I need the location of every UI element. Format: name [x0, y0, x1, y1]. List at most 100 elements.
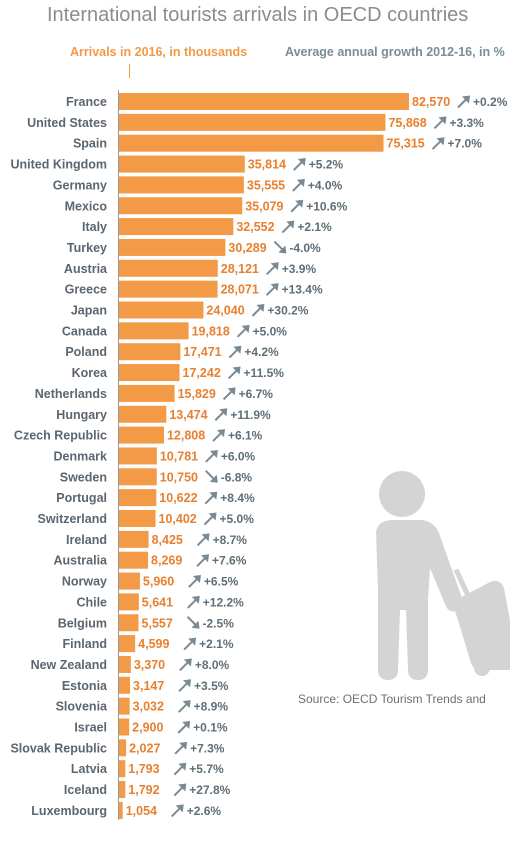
growth-up-arrow-icon — [290, 199, 304, 213]
arrivals-bar — [119, 655, 131, 673]
arrivals-bar — [119, 530, 149, 548]
growth-up-arrow-icon — [205, 449, 218, 463]
value-label: 4,599 — [138, 637, 169, 651]
arrivals-bar — [119, 301, 204, 319]
category-label: Estonia — [62, 679, 108, 693]
category-label: Japan — [71, 304, 107, 318]
category-label: Latvia — [71, 762, 108, 776]
value-label: 8,425 — [152, 533, 183, 547]
arrivals-bar — [119, 676, 131, 694]
growth-up-arrow-icon — [265, 283, 279, 296]
value-label: 1,793 — [128, 762, 159, 776]
growth-label: +10.6% — [306, 199, 347, 213]
value-label: 2,900 — [132, 721, 163, 735]
value-label: 35,555 — [247, 178, 285, 192]
category-label: Norway — [62, 575, 107, 589]
growth-label: +4.2% — [244, 345, 279, 359]
growth-up-arrow-icon — [179, 658, 192, 672]
value-label: 28,121 — [221, 262, 259, 276]
value-label: 13,474 — [169, 408, 207, 422]
growth-label: -4.0% — [289, 241, 321, 255]
growth-label: +2.1% — [297, 220, 332, 234]
growth-header: Average annual growth 2012-16, in % — [285, 45, 505, 59]
growth-label: +7.6% — [212, 554, 247, 568]
growth-up-arrow-icon — [212, 429, 225, 442]
category-label: Luxembourg — [31, 804, 107, 818]
value-label: 10,750 — [160, 470, 198, 484]
value-label: 35,079 — [245, 199, 283, 213]
category-label: Austria — [64, 262, 108, 276]
growth-up-arrow-icon — [196, 533, 210, 547]
value-label: 82,570 — [412, 95, 450, 109]
category-label: Israel — [74, 721, 107, 735]
category-label: Denmark — [54, 449, 108, 463]
growth-down-arrow-icon — [186, 616, 200, 629]
arrivals-bar — [119, 322, 189, 340]
value-label: 28,071 — [221, 283, 259, 297]
arrivals-bar — [119, 134, 384, 152]
category-label: France — [66, 95, 107, 109]
growth-label: +4.0% — [308, 178, 343, 192]
value-label: 15,829 — [178, 387, 216, 401]
arrivals-bar — [119, 364, 180, 382]
growth-label: +6.7% — [239, 387, 274, 401]
value-label: 75,868 — [388, 116, 426, 130]
category-label: Mexico — [65, 199, 108, 213]
arrivals-bar — [119, 801, 123, 819]
growth-label: +12.2% — [203, 595, 244, 609]
value-label: 3,147 — [133, 679, 164, 693]
growth-label: +8.7% — [213, 533, 248, 547]
growth-label: +7.3% — [190, 741, 225, 755]
arrivals-bar — [119, 551, 149, 569]
growth-label: -2.5% — [203, 616, 235, 630]
growth-up-arrow-icon — [227, 366, 241, 380]
growth-up-arrow-icon — [188, 575, 201, 588]
arrivals-bar — [119, 760, 126, 778]
growth-label: +0.1% — [193, 721, 228, 735]
category-label: Korea — [72, 366, 108, 380]
growth-label: +13.4% — [282, 283, 323, 297]
growth-label: +8.4% — [220, 491, 255, 505]
chart-title: International tourists arrivals in OECD … — [47, 4, 469, 26]
growth-up-arrow-icon — [173, 783, 187, 797]
growth-up-arrow-icon — [266, 262, 279, 276]
growth-up-arrow-icon — [196, 554, 210, 567]
category-label: Chile — [76, 595, 107, 609]
traveler-silhouette-icon — [376, 471, 510, 680]
growth-up-arrow-icon — [204, 491, 218, 505]
growth-up-arrow-icon — [281, 220, 295, 234]
growth-up-arrow-icon — [431, 137, 445, 150]
category-label: Finland — [63, 637, 107, 651]
growth-label: +11.5% — [244, 366, 285, 380]
category-label: Belgium — [58, 616, 107, 630]
category-label: Iceland — [64, 783, 107, 797]
growth-up-arrow-icon — [174, 741, 188, 755]
arrivals-bar — [119, 614, 139, 632]
growth-up-arrow-icon — [251, 304, 265, 317]
growth-label: +11.9% — [230, 408, 271, 422]
arrivals-bar — [119, 343, 181, 361]
value-label: 1,054 — [126, 804, 157, 818]
growth-label: +2.6% — [187, 804, 222, 818]
growth-label: +27.8% — [189, 783, 230, 797]
growth-up-arrow-icon — [170, 804, 184, 818]
arrivals-bar — [119, 259, 218, 277]
arrivals-bar — [119, 697, 130, 715]
growth-label: +6.1% — [228, 429, 263, 443]
category-label: New Zealand — [31, 658, 107, 672]
arrivals-header: Arrivals in 2016, in thousands — [70, 45, 248, 59]
category-label: Turkey — [67, 241, 107, 255]
growth-up-arrow-icon — [173, 762, 187, 776]
category-label: Ireland — [66, 533, 107, 547]
value-label: 32,552 — [236, 220, 274, 234]
arrivals-bar — [119, 718, 130, 736]
value-label: 10,402 — [159, 512, 197, 526]
value-label: 24,040 — [206, 304, 244, 318]
value-label: 8,269 — [151, 554, 182, 568]
arrivals-bar — [119, 93, 409, 110]
growth-up-arrow-icon — [228, 345, 242, 359]
category-label: Italy — [82, 220, 107, 234]
category-label: Spain — [73, 137, 107, 151]
arrivals-bar — [119, 197, 243, 215]
